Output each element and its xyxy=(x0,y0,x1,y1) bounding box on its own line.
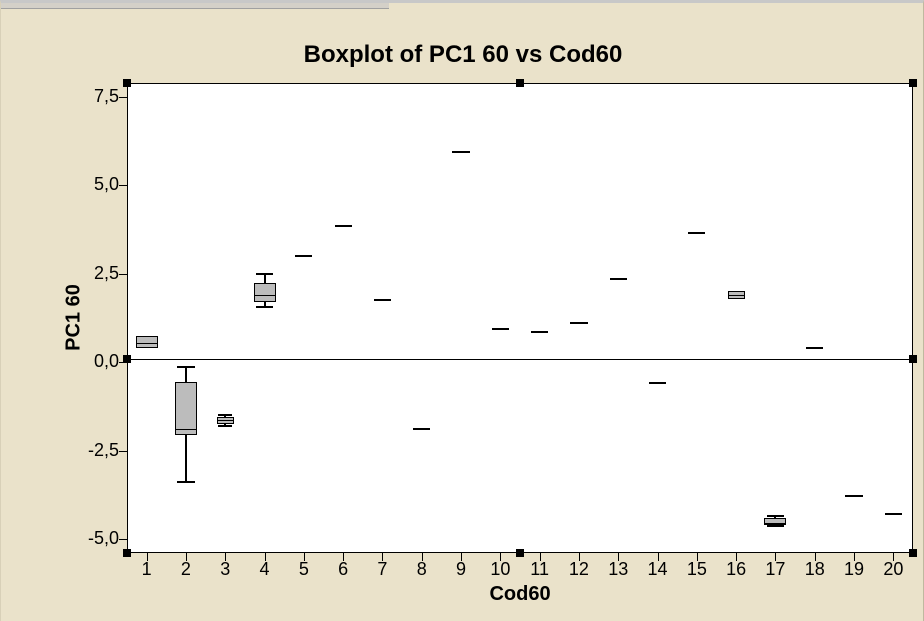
data-point xyxy=(492,328,509,330)
x-tick-mark xyxy=(343,553,344,561)
selection-handle[interactable] xyxy=(123,79,131,87)
x-tick-label: 2 xyxy=(168,559,204,580)
median-line xyxy=(217,420,234,421)
x-tick-label: 3 xyxy=(207,559,243,580)
selection-handle[interactable] xyxy=(909,549,917,557)
plot-area xyxy=(127,83,913,553)
x-tick-label: 20 xyxy=(875,559,911,580)
y-tick-mark xyxy=(119,451,127,452)
selection-handle[interactable] xyxy=(123,549,131,557)
y-tick-mark xyxy=(119,97,127,98)
whisker-cap xyxy=(256,273,274,275)
whisker-cap xyxy=(218,425,232,427)
x-tick-mark xyxy=(540,553,541,561)
x-tick-label: 17 xyxy=(757,559,793,580)
data-point xyxy=(806,347,823,349)
whisker-cap xyxy=(177,481,195,483)
whisker-cap xyxy=(256,306,274,308)
box xyxy=(254,283,276,302)
selection-handle[interactable] xyxy=(516,549,524,557)
x-tick-label: 13 xyxy=(600,559,636,580)
x-tick-label: 19 xyxy=(836,559,872,580)
data-point xyxy=(452,151,469,153)
data-point xyxy=(374,299,391,301)
x-tick-mark xyxy=(815,553,816,561)
x-tick-mark xyxy=(658,553,659,561)
y-tick-label: 7,5 xyxy=(71,86,119,107)
data-point xyxy=(335,225,352,227)
x-tick-mark xyxy=(265,553,266,561)
chart-canvas: Boxplot of PC1 60 vs Cod60 PC1 60 Cod60 … xyxy=(11,13,915,621)
x-tick-label: 6 xyxy=(325,559,361,580)
x-tick-label: 5 xyxy=(286,559,322,580)
tab-stub xyxy=(1,3,389,9)
data-point xyxy=(610,278,627,280)
x-tick-mark xyxy=(775,553,776,561)
x-tick-mark xyxy=(304,553,305,561)
x-tick-mark xyxy=(736,553,737,561)
data-point xyxy=(413,428,430,430)
median-line xyxy=(728,295,745,296)
y-tick-mark xyxy=(119,274,127,275)
whisker-cap xyxy=(177,366,195,368)
x-tick-mark xyxy=(697,553,698,561)
y-tick-label: 2,5 xyxy=(71,263,119,284)
x-tick-mark xyxy=(618,553,619,561)
whisker-cap xyxy=(218,414,232,416)
x-axis-label: Cod60 xyxy=(127,583,913,606)
x-tick-label: 7 xyxy=(364,559,400,580)
y-tick-label: -5,0 xyxy=(71,528,119,549)
y-tick-mark xyxy=(119,185,127,186)
data-point xyxy=(845,495,862,497)
median-line xyxy=(136,343,158,344)
x-tick-mark xyxy=(422,553,423,561)
x-tick-label: 4 xyxy=(247,559,283,580)
x-tick-mark xyxy=(893,553,894,561)
selection-handle[interactable] xyxy=(909,355,917,363)
reference-line xyxy=(128,359,912,360)
y-tick-mark xyxy=(119,539,127,540)
x-tick-label: 14 xyxy=(640,559,676,580)
x-tick-mark xyxy=(461,553,462,561)
x-tick-label: 11 xyxy=(522,559,558,580)
whisker-cap xyxy=(767,515,785,517)
y-tick-label: 5,0 xyxy=(71,174,119,195)
y-tick-label: 0,0 xyxy=(71,351,119,372)
whisker-cap xyxy=(767,525,785,527)
x-tick-mark xyxy=(186,553,187,561)
median-line xyxy=(254,295,276,296)
x-tick-mark xyxy=(147,553,148,561)
whisker xyxy=(185,367,187,381)
data-point xyxy=(688,232,705,234)
window-frame: Boxplot of PC1 60 vs Cod60 PC1 60 Cod60 … xyxy=(0,0,924,621)
chart-title: Boxplot of PC1 60 vs Cod60 xyxy=(11,41,915,69)
median-line xyxy=(175,429,197,430)
whisker xyxy=(185,435,187,483)
x-tick-label: 1 xyxy=(129,559,165,580)
data-point xyxy=(295,255,312,257)
x-tick-mark xyxy=(579,553,580,561)
x-tick-mark xyxy=(854,553,855,561)
x-tick-label: 9 xyxy=(443,559,479,580)
x-tick-mark xyxy=(225,553,226,561)
data-point xyxy=(570,322,587,324)
selection-handle[interactable] xyxy=(909,79,917,87)
x-tick-mark xyxy=(382,553,383,561)
x-tick-label: 10 xyxy=(482,559,518,580)
whisker xyxy=(264,274,266,283)
x-tick-label: 16 xyxy=(718,559,754,580)
median-line xyxy=(764,523,786,524)
selection-handle[interactable] xyxy=(516,79,524,87)
x-tick-label: 18 xyxy=(797,559,833,580)
x-tick-label: 12 xyxy=(561,559,597,580)
box xyxy=(175,382,197,435)
y-tick-label: -2,5 xyxy=(71,440,119,461)
x-tick-label: 8 xyxy=(404,559,440,580)
x-tick-label: 15 xyxy=(679,559,715,580)
data-point xyxy=(649,382,666,384)
selection-handle[interactable] xyxy=(123,355,131,363)
x-tick-mark xyxy=(500,553,501,561)
data-point xyxy=(885,513,902,515)
data-point xyxy=(531,331,548,333)
